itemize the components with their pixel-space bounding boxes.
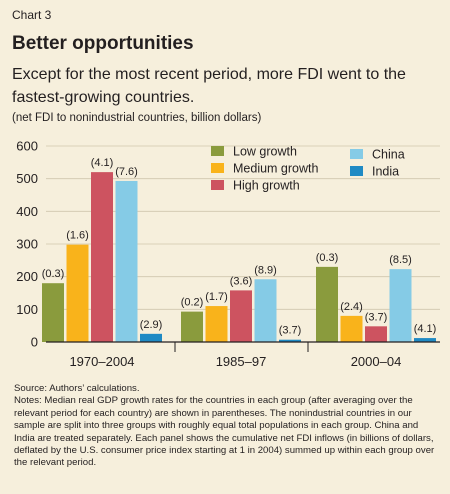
bar xyxy=(205,306,228,342)
bar xyxy=(91,172,113,342)
data-label: (0.3) xyxy=(316,252,339,264)
bar xyxy=(279,339,301,342)
data-label: (1.7) xyxy=(205,291,228,303)
y-tick-label: 400 xyxy=(16,204,38,219)
bar xyxy=(254,279,277,342)
bar xyxy=(340,315,363,342)
notes-text: Notes: Median real GDP growth rates for … xyxy=(14,395,435,469)
legend-swatch xyxy=(350,166,363,176)
data-label: (3.7) xyxy=(279,325,302,337)
chart-label: Chart 3 xyxy=(12,8,52,22)
legend-swatch xyxy=(350,149,363,159)
x-tick-label: 1985–97 xyxy=(216,354,267,369)
data-label: (4.1) xyxy=(91,157,114,169)
data-label: (8.9) xyxy=(254,264,277,276)
source-note: Source: Authors’ calculations. xyxy=(14,383,140,394)
legend-swatch xyxy=(211,180,224,190)
data-label: (2.9) xyxy=(140,319,163,331)
bar xyxy=(230,290,252,342)
chart-units: (net FDI to nonindustrial countries, bil… xyxy=(12,112,262,124)
bar xyxy=(115,180,138,342)
bar xyxy=(389,269,412,342)
data-label: (1.6) xyxy=(66,230,89,242)
bar xyxy=(414,338,436,342)
data-label: (7.6) xyxy=(115,166,138,178)
bar xyxy=(66,244,89,342)
y-tick-label: 0 xyxy=(31,335,38,350)
bar xyxy=(42,283,64,342)
bar xyxy=(316,266,338,342)
bar xyxy=(140,333,162,342)
chart-notes: Source: Authors’ calculations. Notes: Me… xyxy=(14,383,439,470)
legend-swatch xyxy=(211,163,224,173)
legend-swatch xyxy=(211,146,224,156)
data-label: (3.7) xyxy=(365,311,388,323)
data-label: (3.6) xyxy=(230,275,253,287)
y-tick-label: 600 xyxy=(16,139,38,154)
legend-label: India xyxy=(372,165,399,179)
data-label: (4.1) xyxy=(414,323,437,335)
data-label: (0.3) xyxy=(42,268,65,280)
legend-label: Low growth xyxy=(233,145,297,159)
x-tick-label: 2000–04 xyxy=(351,354,402,369)
data-label: (0.2) xyxy=(181,297,204,309)
y-tick-label: 200 xyxy=(16,269,38,284)
y-tick-label: 300 xyxy=(16,237,38,252)
legend-label: Medium growth xyxy=(233,162,318,176)
chart-subtitle: Except for the most recent period, more … xyxy=(12,66,406,106)
bar xyxy=(181,311,203,342)
y-tick-label: 100 xyxy=(16,302,38,317)
data-label: (2.4) xyxy=(340,301,363,313)
chart-title: Better opportunities xyxy=(12,33,194,54)
legend-label: China xyxy=(372,148,405,162)
y-tick-label: 500 xyxy=(16,171,38,186)
bar xyxy=(365,326,387,342)
x-tick-label: 1970–2004 xyxy=(69,354,134,369)
legend-label: High growth xyxy=(233,179,300,193)
data-label: (8.5) xyxy=(389,254,412,266)
